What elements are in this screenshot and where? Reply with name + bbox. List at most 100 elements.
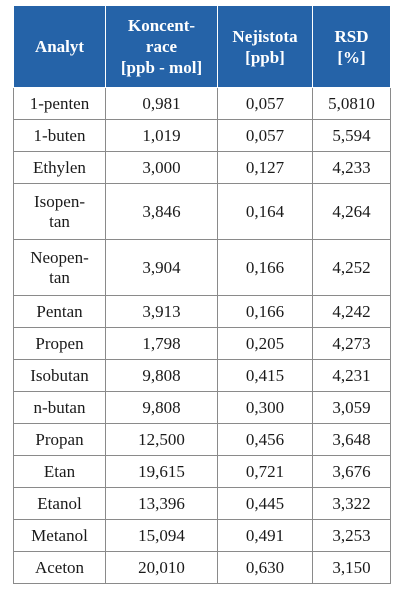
cell-koncentrace: 3,904	[105, 239, 218, 296]
header-analyt: Analyt	[13, 5, 106, 88]
cell-analyt: Neopen-tan	[13, 239, 106, 296]
table-row: Aceton 20,010 0,630 3,150	[13, 551, 391, 584]
cell-koncentrace: 3,913	[105, 295, 218, 328]
table-row: Isobutan 9,808 0,415 4,231	[13, 359, 391, 392]
table-header: Analyt Koncent- race [ppb - mol] Nejisto…	[13, 5, 391, 88]
cell-analyt: Etan	[13, 455, 106, 488]
cell-analyt-text: tan	[49, 211, 70, 231]
header-rsd: RSD [%]	[312, 5, 391, 88]
cell-analyt: Etanol	[13, 487, 106, 520]
cell-rsd: 3,648	[312, 423, 391, 456]
cell-analyt-text: Etan	[43, 461, 76, 481]
cell-analyt: Isopen-tan	[13, 183, 106, 240]
table-row: Pentan 3,913 0,166 4,242	[13, 295, 391, 328]
cell-nejistota: 0,057	[217, 119, 313, 152]
cell-analyt-text: Metanol	[31, 525, 88, 545]
cell-rsd: 3,253	[312, 519, 391, 552]
header-rsd-label: RSD	[334, 26, 369, 46]
cell-rsd: 4,273	[312, 327, 391, 360]
cell-analyt-text: Etanol	[37, 493, 82, 513]
table-row: 1-buten 1,019 0,057 5,594	[13, 119, 391, 152]
cell-nejistota: 0,166	[217, 239, 313, 296]
table-body: 1-penten 0,981 0,057 5,0810 1-buten 1,019 0,05…	[13, 87, 391, 584]
cell-rsd: 3,322	[312, 487, 391, 520]
analyte-table: Analyt Koncent- race [ppb - mol] Nejisto…	[13, 5, 391, 584]
cell-koncentrace: 15,094	[105, 519, 218, 552]
cell-koncentrace: 1,798	[105, 327, 218, 360]
cell-nejistota: 0,164	[217, 183, 313, 240]
cell-rsd: 5,594	[312, 119, 391, 152]
cell-nejistota: 0,721	[217, 455, 313, 488]
header-koncentrace: Koncent- race [ppb - mol]	[105, 5, 218, 88]
cell-analyt-text: tan	[49, 267, 70, 287]
header-nejistota-label: Nejistota	[232, 26, 298, 46]
cell-nejistota: 0,300	[217, 391, 313, 424]
cell-nejistota: 0,415	[217, 359, 313, 392]
cell-nejistota: 0,456	[217, 423, 313, 456]
cell-koncentrace: 19,615	[105, 455, 218, 488]
cell-analyt-text: Neopen-	[30, 247, 89, 267]
header-nejistota: Nejistota [ppb]	[217, 5, 313, 88]
cell-nejistota: 0,445	[217, 487, 313, 520]
table-row: Neopen-tan 3,904 0,166 4,252	[13, 239, 391, 296]
cell-analyt-text: Isopen-	[34, 191, 85, 211]
table-row: Metanol 15,094 0,491 3,253	[13, 519, 391, 552]
cell-analyt: Metanol	[13, 519, 106, 552]
table-row: Ethylen 3,000 0,127 4,233	[13, 151, 391, 184]
header-row: Analyt Koncent- race [ppb - mol] Nejisto…	[13, 5, 391, 88]
cell-analyt-text: 1-buten	[33, 125, 86, 145]
cell-koncentrace: 9,808	[105, 391, 218, 424]
cell-nejistota: 0,127	[217, 151, 313, 184]
cell-analyt-text: Isobutan	[30, 365, 89, 385]
cell-rsd: 3,676	[312, 455, 391, 488]
cell-rsd: 4,233	[312, 151, 391, 184]
table-row: Propan 12,500 0,456 3,648	[13, 423, 391, 456]
cell-analyt: Isobutan	[13, 359, 106, 392]
cell-koncentrace: 3,846	[105, 183, 218, 240]
header-nejistota-unit: [ppb]	[245, 47, 285, 67]
table-row: Isopen-tan 3,846 0,164 4,264	[13, 183, 391, 240]
cell-nejistota: 0,057	[217, 87, 313, 120]
cell-koncentrace: 1,019	[105, 119, 218, 152]
cell-analyt-text: Pentan	[36, 301, 83, 321]
cell-analyt: Propen	[13, 327, 106, 360]
cell-analyt: Ethylen	[13, 151, 106, 184]
cell-nejistota: 0,166	[217, 295, 313, 328]
cell-rsd: 3,150	[312, 551, 391, 584]
cell-analyt-text: Propen	[35, 333, 84, 353]
cell-rsd: 5,0810	[312, 87, 391, 120]
table-row: Propen 1,798 0,205 4,273	[13, 327, 391, 360]
cell-koncentrace: 13,396	[105, 487, 218, 520]
table-row: Etanol 13,396 0,445 3,322	[13, 487, 391, 520]
cell-analyt: 1-penten	[13, 87, 106, 120]
cell-rsd: 3,059	[312, 391, 391, 424]
analyte-table-container: Analyt Koncent- race [ppb - mol] Nejisto…	[13, 5, 391, 584]
cell-nejistota: 0,491	[217, 519, 313, 552]
table-row: Etan 19,615 0,721 3,676	[13, 455, 391, 488]
header-rsd-unit: [%]	[337, 47, 366, 67]
cell-analyt: Propan	[13, 423, 106, 456]
cell-rsd: 4,264	[312, 183, 391, 240]
cell-rsd: 4,242	[312, 295, 391, 328]
cell-koncentrace: 0,981	[105, 87, 218, 120]
cell-koncentrace: 3,000	[105, 151, 218, 184]
cell-analyt: 1-buten	[13, 119, 106, 152]
cell-analyt-text: Propan	[35, 429, 84, 449]
header-analyt-label: Analyt	[34, 37, 85, 56]
cell-analyt-text: n-butan	[33, 397, 86, 417]
table-row: n-butan 9,808 0,300 3,059	[13, 391, 391, 424]
cell-analyt-text: 1-penten	[29, 93, 90, 113]
cell-nejistota: 0,205	[217, 327, 313, 360]
cell-analyt: Aceton	[13, 551, 106, 584]
cell-analyt-text: Ethylen	[33, 157, 86, 177]
header-koncentrace-unit: [ppb - mol]	[120, 58, 203, 77]
cell-koncentrace: 9,808	[105, 359, 218, 392]
cell-nejistota: 0,630	[217, 551, 313, 584]
table-row: 1-penten 0,981 0,057 5,0810	[13, 87, 391, 120]
header-koncentrace-line-1: Koncent-	[127, 16, 196, 35]
cell-koncentrace: 20,010	[105, 551, 218, 584]
cell-rsd: 4,231	[312, 359, 391, 392]
header-koncentrace-line-2: race	[145, 37, 178, 56]
cell-analyt-text: Aceton	[34, 557, 85, 577]
cell-rsd: 4,252	[312, 239, 391, 296]
